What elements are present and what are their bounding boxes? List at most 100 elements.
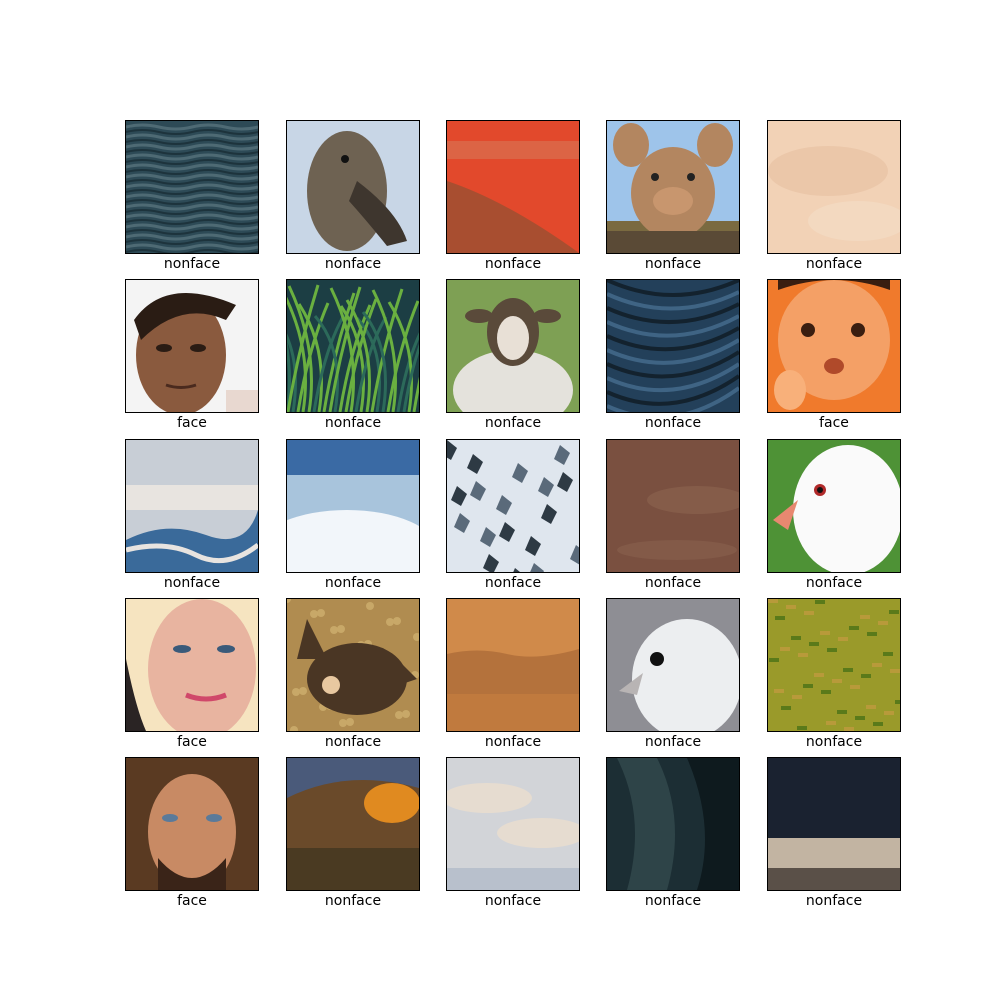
grid-cell: nonface: [767, 120, 903, 280]
grid-cell: nonface: [446, 279, 582, 439]
thumbnail-label: nonface: [484, 415, 542, 431]
thumbnail-label: nonface: [163, 256, 221, 272]
grid-cell: nonface: [286, 279, 422, 439]
grid-cell: nonface: [606, 757, 742, 917]
thumbnail-image: [125, 598, 259, 732]
thumbnail-picture: [126, 599, 258, 731]
thumbnail-picture: [447, 121, 579, 253]
thumbnail-image: [286, 120, 420, 254]
grid-cell: nonface: [767, 598, 903, 758]
thumbnail-image: [606, 439, 740, 573]
thumbnail-picture: [287, 758, 419, 890]
thumbnail-label: nonface: [805, 575, 863, 591]
thumbnail-label: nonface: [484, 734, 542, 750]
thumbnail-label: nonface: [805, 893, 863, 909]
thumbnail-picture: [287, 121, 419, 253]
grid-cell: nonface: [767, 439, 903, 599]
thumbnail-label: nonface: [484, 893, 542, 909]
thumbnail-picture: [768, 758, 900, 890]
thumbnail-label: face: [177, 893, 207, 909]
thumbnail-label: face: [177, 734, 207, 750]
thumbnail-picture: [447, 280, 579, 412]
thumbnail-label: nonface: [484, 256, 542, 272]
thumbnail-picture: [607, 599, 739, 731]
grid-cell: nonface: [606, 439, 742, 599]
thumbnail-image: [446, 120, 580, 254]
grid-cell: nonface: [286, 598, 422, 758]
thumbnail-picture: [447, 440, 579, 572]
thumbnail-image: [446, 598, 580, 732]
thumbnail-image: [767, 757, 901, 891]
thumbnail-image: [446, 439, 580, 573]
thumbnail-image: [606, 120, 740, 254]
thumbnail-label: nonface: [644, 415, 702, 431]
thumbnail-image: [606, 279, 740, 413]
thumbnail-picture: [287, 440, 419, 572]
thumbnail-picture: [447, 599, 579, 731]
thumbnail-picture: [768, 280, 900, 412]
thumbnail-label: nonface: [163, 575, 221, 591]
thumbnail-image: [767, 439, 901, 573]
thumbnail-image: [767, 120, 901, 254]
grid-cell: nonface: [125, 120, 261, 280]
thumbnail-label: nonface: [324, 415, 382, 431]
thumbnail-picture: [287, 599, 419, 731]
grid-cell: nonface: [446, 439, 582, 599]
thumbnail-image: [446, 757, 580, 891]
grid-cell: nonface: [446, 757, 582, 917]
thumbnail-image: [446, 279, 580, 413]
thumbnail-image: [606, 757, 740, 891]
thumbnail-image: [767, 598, 901, 732]
thumbnail-picture: [607, 280, 739, 412]
thumbnail-picture: [126, 758, 258, 890]
grid-cell: nonface: [286, 120, 422, 280]
thumbnail-label: nonface: [324, 256, 382, 272]
grid-cell: face: [125, 598, 261, 758]
grid-cell: nonface: [446, 120, 582, 280]
grid-cell: nonface: [286, 439, 422, 599]
thumbnail-label: nonface: [324, 575, 382, 591]
thumbnail-picture: [768, 599, 900, 731]
thumbnail-picture: [607, 758, 739, 890]
thumbnail-image: [286, 757, 420, 891]
thumbnail-label: nonface: [324, 893, 382, 909]
thumbnail-label: nonface: [805, 734, 863, 750]
thumbnail-image: [286, 439, 420, 573]
thumbnail-image: [125, 279, 259, 413]
thumbnail-image: [286, 279, 420, 413]
thumbnail-picture: [126, 280, 258, 412]
thumbnail-image: [286, 598, 420, 732]
grid-cell: face: [125, 279, 261, 439]
thumbnail-label: face: [819, 415, 849, 431]
thumbnail-image: [125, 439, 259, 573]
thumbnail-picture: [607, 121, 739, 253]
thumbnail-label: nonface: [644, 256, 702, 272]
grid-cell: nonface: [606, 120, 742, 280]
grid-cell: nonface: [606, 598, 742, 758]
thumbnail-picture: [287, 280, 419, 412]
thumbnail-image: [767, 279, 901, 413]
thumbnail-picture: [126, 121, 258, 253]
thumbnail-label: nonface: [484, 575, 542, 591]
grid-cell: nonface: [125, 439, 261, 599]
grid-cell: nonface: [286, 757, 422, 917]
thumbnail-picture: [126, 440, 258, 572]
thumbnail-picture: [447, 758, 579, 890]
grid-cell: face: [125, 757, 261, 917]
thumbnail-label: nonface: [324, 734, 382, 750]
thumbnail-picture: [768, 440, 900, 572]
grid-cell: face: [767, 279, 903, 439]
thumbnail-image: [125, 757, 259, 891]
thumbnail-picture: [607, 440, 739, 572]
thumbnail-picture: [768, 121, 900, 253]
thumbnail-label: nonface: [644, 893, 702, 909]
grid-cell: nonface: [767, 757, 903, 917]
thumbnail-image: [125, 120, 259, 254]
thumbnail-label: nonface: [644, 575, 702, 591]
thumbnail-label: nonface: [805, 256, 863, 272]
grid-cell: nonface: [606, 279, 742, 439]
thumbnail-label: nonface: [644, 734, 702, 750]
thumbnail-image: [606, 598, 740, 732]
grid-cell: nonface: [446, 598, 582, 758]
